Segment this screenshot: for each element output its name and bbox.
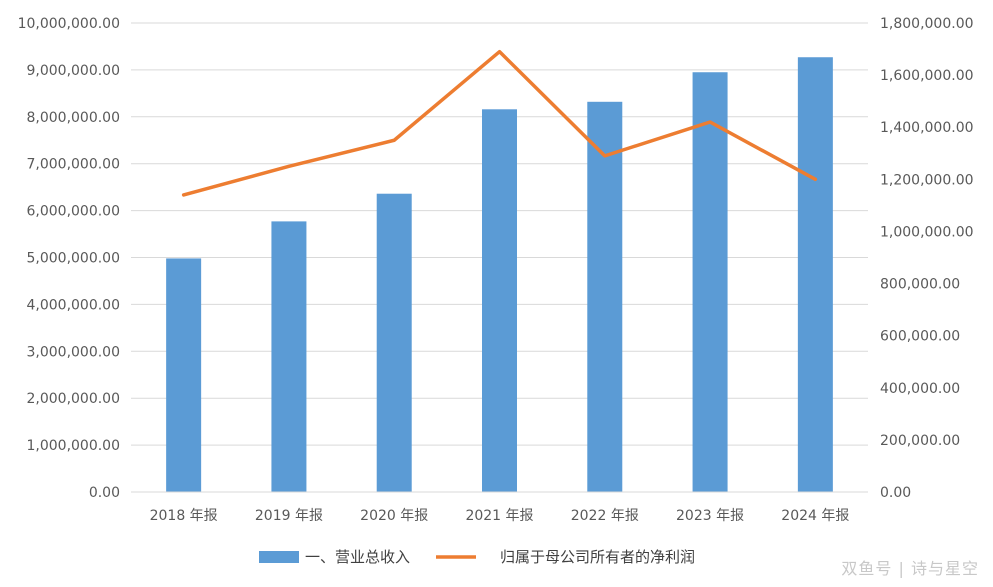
right-tick-label: 1,600,000.00 <box>880 68 974 84</box>
legend: 一、营业总收入 归属于母公司所有者的净利润 <box>259 548 695 566</box>
left-tick-label: 7,000,000.00 <box>26 157 120 173</box>
right-tick-label: 200,000.00 <box>880 433 960 449</box>
bar-series <box>166 57 833 493</box>
left-tick-label: 6,000,000.00 <box>26 204 120 220</box>
bar <box>271 221 307 492</box>
x-axis-ticks: 2018 年报 2019 年报 2020 年报 2021 年报 2022 年报 2023 … <box>150 508 850 524</box>
x-tick-label: 2020 年报 <box>360 508 428 524</box>
right-tick-label: 0.00 <box>880 485 911 501</box>
left-axis-ticks: 0.00 1,000,000.00 2,000,000.00 3,000,000.00… <box>18 16 120 501</box>
left-tick-label: 2,000,000.00 <box>26 391 120 407</box>
right-tick-label: 400,000.00 <box>880 381 960 397</box>
right-axis-ticks: 0.00 200,000.00 400,000.00 600,000.00 800,00… <box>880 16 974 501</box>
line-series <box>181 49 818 197</box>
bar <box>587 101 623 493</box>
legend-label-revenue: 一、营业总收入 <box>305 548 410 566</box>
left-tick-label: 8,000,000.00 <box>26 110 120 126</box>
left-tick-label: 9,000,000.00 <box>26 63 120 79</box>
x-tick-label: 2021 年报 <box>465 508 533 524</box>
legend-label-net-profit: 归属于母公司所有者的净利润 <box>500 548 695 566</box>
bar <box>797 57 833 492</box>
bar <box>482 109 517 493</box>
x-tick-label: 2019 年报 <box>255 508 323 524</box>
bar <box>166 258 202 492</box>
left-tick-label: 4,000,000.00 <box>26 297 120 313</box>
x-tick-label: 2018 年报 <box>150 508 218 524</box>
bar <box>692 72 728 493</box>
watermark: 双鱼号 | 诗与星空 <box>841 559 979 578</box>
bar <box>376 193 412 492</box>
right-tick-label: 600,000.00 <box>880 329 960 345</box>
left-tick-label: 10,000,000.00 <box>18 16 120 32</box>
right-tick-label: 800,000.00 <box>880 277 960 293</box>
right-tick-label: 1,000,000.00 <box>880 224 974 240</box>
right-tick-label: 1,800,000.00 <box>880 16 974 32</box>
right-tick-label: 1,200,000.00 <box>880 172 974 188</box>
left-tick-label: 5,000,000.00 <box>26 251 120 267</box>
x-tick-label: 2022 年报 <box>571 508 639 524</box>
right-tick-label: 1,400,000.00 <box>880 120 974 136</box>
left-tick-label: 3,000,000.00 <box>26 344 120 360</box>
left-tick-label: 0.00 <box>89 485 120 501</box>
x-tick-label: 2023 年报 <box>676 508 744 524</box>
x-tick-label: 2024 年报 <box>781 508 849 524</box>
legend-swatch-revenue <box>259 551 299 563</box>
left-tick-label: 1,000,000.00 <box>26 438 120 454</box>
